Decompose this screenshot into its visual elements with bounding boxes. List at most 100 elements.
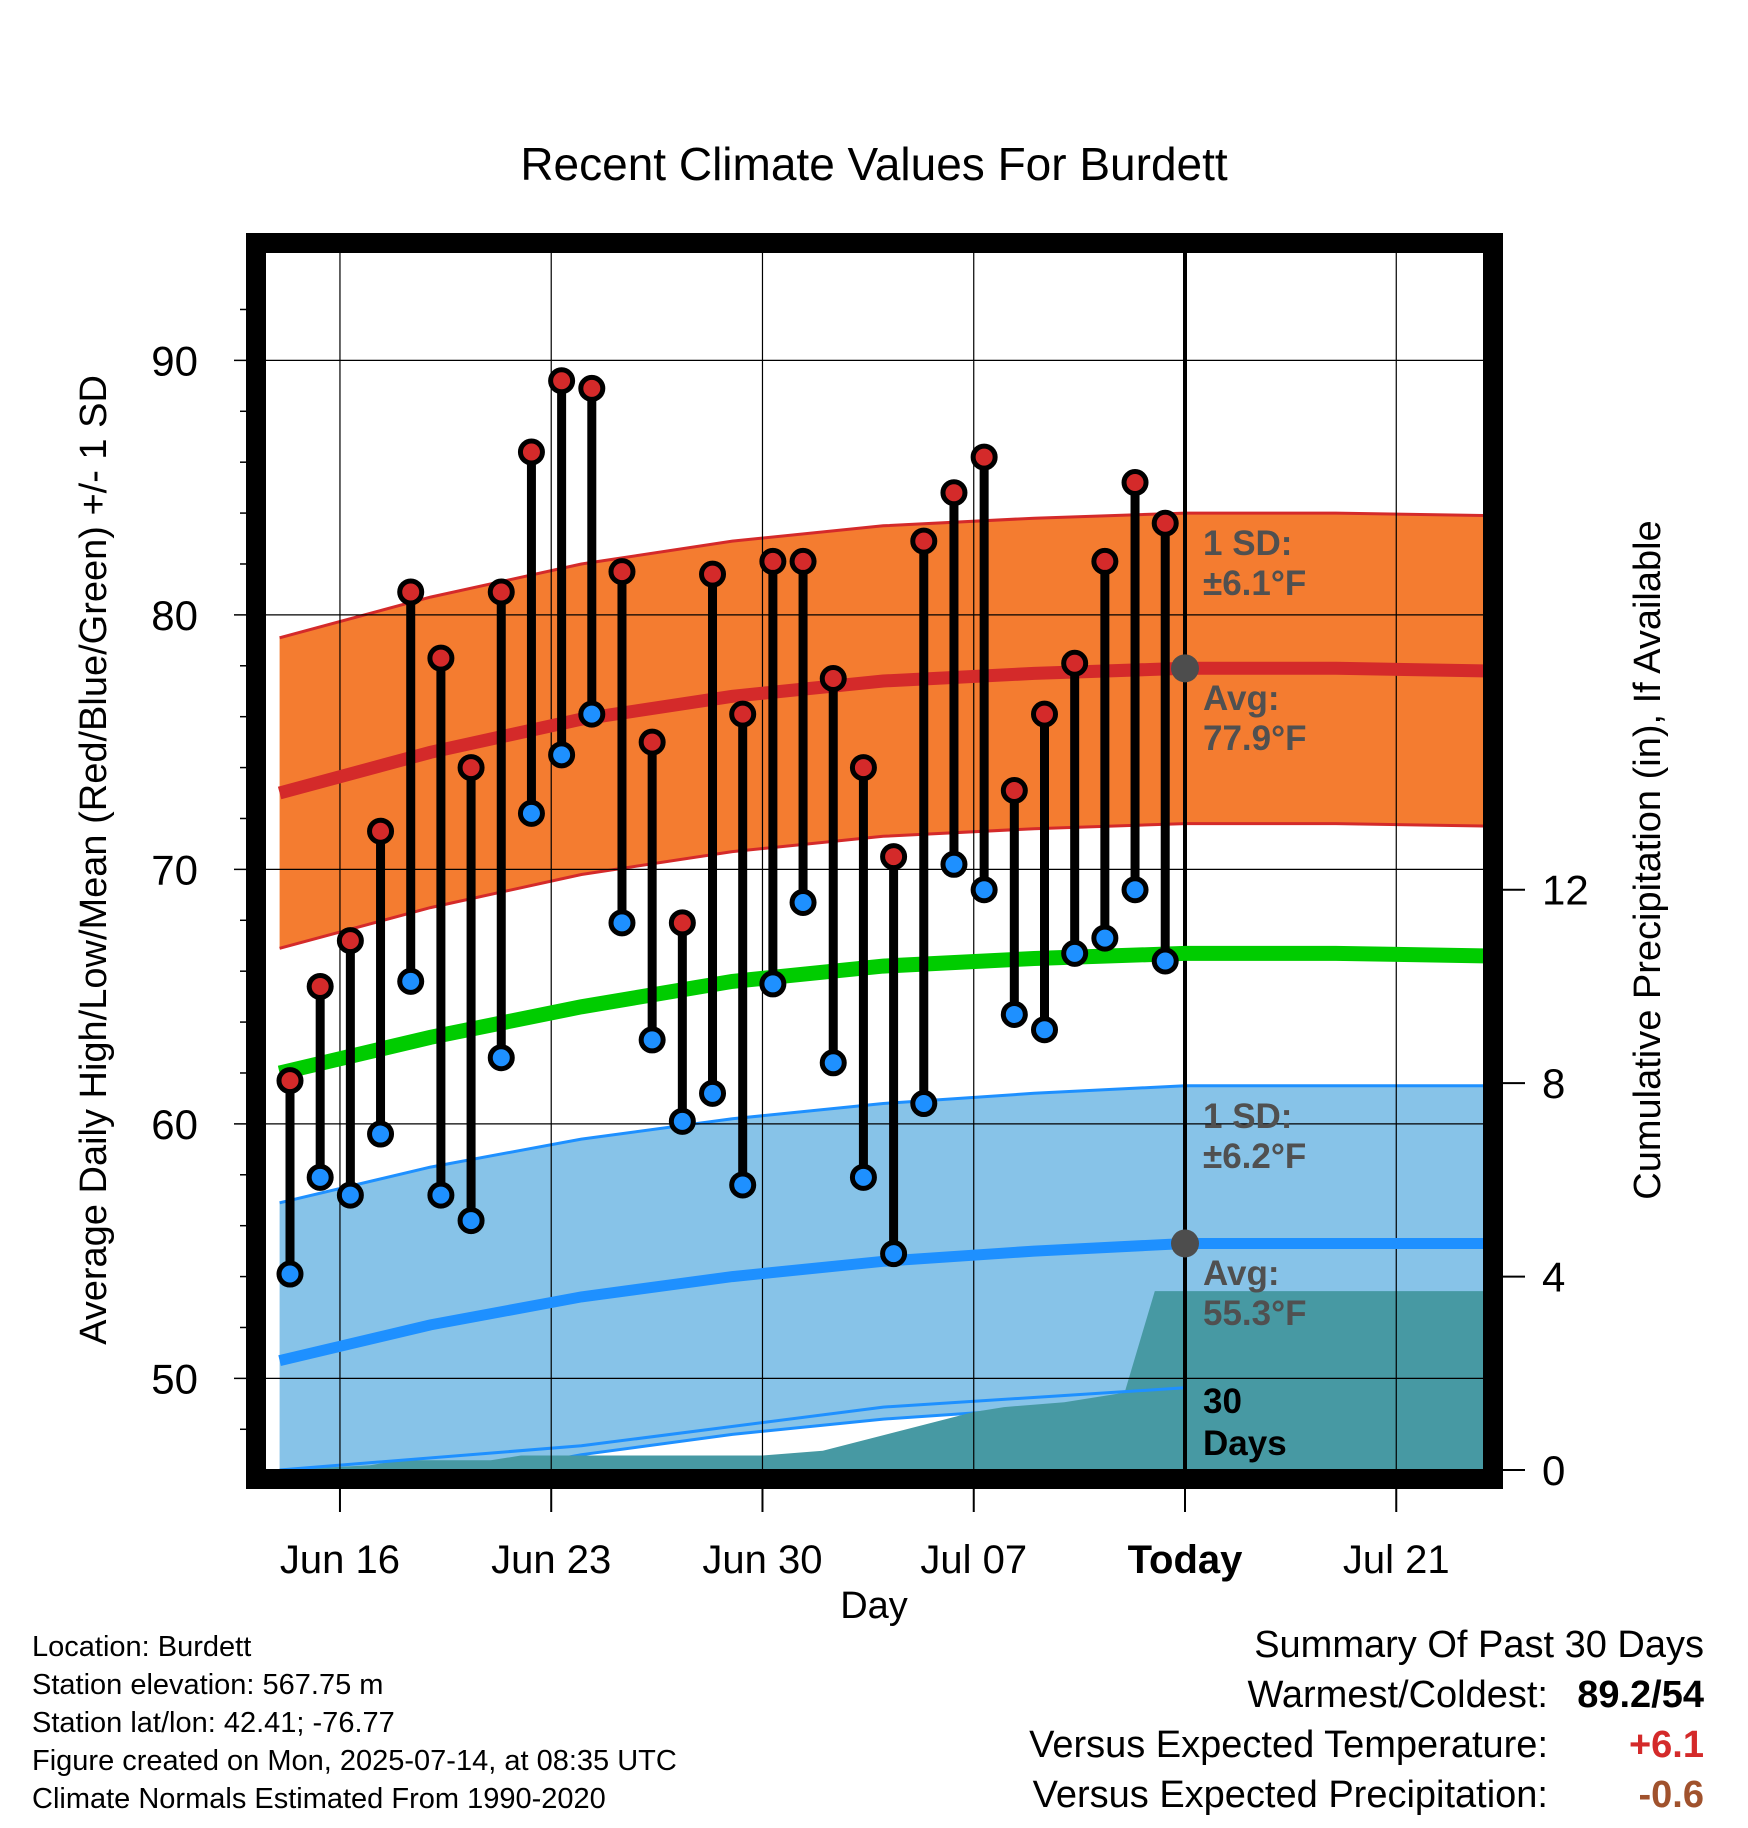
daily-low-point [517, 799, 545, 827]
daily-high-point [487, 578, 515, 606]
precip-anomaly-label: Versus Expected Precipitation: [1032, 1774, 1548, 1816]
high-avg-value: 77.9°F [1203, 719, 1307, 758]
y-tick-label-right: 8 [1542, 1060, 1565, 1107]
daily-low-point [578, 700, 606, 728]
daily-low-point [1091, 924, 1119, 952]
daily-high-point [578, 374, 606, 402]
daily-high-point [517, 438, 545, 466]
daily-high-point [306, 972, 334, 1000]
daily-low-point [880, 1240, 908, 1268]
low-sd-label: 1 SD: [1203, 1097, 1292, 1136]
daily-low-point [668, 1107, 696, 1135]
y-tick-label-right: 4 [1542, 1254, 1565, 1301]
daily-low-point [336, 1181, 364, 1209]
created-text: Figure created on Mon, 2025-07-14, at 08… [32, 1745, 677, 1777]
y-tick-label-right: 0 [1542, 1447, 1565, 1494]
y-axis-label-left: Average Daily High/Low/Mean (Red/Blue/Gr… [73, 375, 115, 1345]
daily-low-point [1000, 1000, 1028, 1028]
low-avg-label: Avg: [1203, 1254, 1279, 1293]
warm-cold-row: Warmest/Coldest: 89.2/54 [1029, 1670, 1704, 1720]
y-axis-label-right: Cumulative Precipitation (in), If Availa… [1627, 520, 1669, 1199]
x-tick-label: Jun 16 [280, 1538, 400, 1582]
daily-high-point [1091, 547, 1119, 575]
warm-cold-value: 89.2/54 [1577, 1674, 1704, 1716]
x-tick-label: Jun 30 [702, 1538, 822, 1582]
low-sd-band-upper-edge [279, 1084, 1483, 1205]
high-avg-label: Avg: [1203, 679, 1279, 718]
daily-low-point [457, 1207, 485, 1235]
y-tick-label-left: 90 [151, 337, 198, 384]
high-sd-band-lower-edge [279, 822, 1483, 950]
plot-frame [246, 233, 1503, 1489]
x-tick-label: Jul 07 [920, 1538, 1027, 1582]
daily-high-point [1121, 469, 1149, 497]
daily-high-point [336, 927, 364, 955]
daily-low-point [367, 1120, 395, 1148]
daily-low-point [487, 1044, 515, 1072]
daily-high-point [427, 644, 455, 672]
y-tick-label-left: 70 [151, 846, 198, 893]
daily-low-point [759, 970, 787, 998]
daily-low-point [729, 1171, 757, 1199]
daily-low-point [427, 1181, 455, 1209]
daily-high-point [970, 443, 998, 471]
daily-high-point [457, 754, 485, 782]
today-low-avg-marker [1171, 1229, 1199, 1258]
temp-anomaly-value: +6.1 [1628, 1724, 1704, 1766]
daily-low-point [1061, 939, 1089, 967]
daily-high-point [1000, 776, 1028, 804]
daily-low-point [699, 1079, 727, 1107]
x-tick-label: Jun 23 [491, 1538, 611, 1582]
daily-high-point [789, 547, 817, 575]
daily-high-point [1151, 509, 1179, 537]
chart-title: Recent Climate Values For Burdett [520, 138, 1228, 190]
station-info: Location: Burdett Station elevation: 567… [32, 1628, 677, 1818]
window-unit: Days [1203, 1424, 1287, 1463]
daily-high-point [367, 817, 395, 845]
y-tick-label-left: 50 [151, 1355, 198, 1402]
y-tick-label-left: 80 [151, 592, 198, 639]
daily-high-point [880, 843, 908, 871]
daily-high-point [819, 665, 847, 693]
daily-low-point [1151, 947, 1179, 975]
high-sd-value: ±6.1°F [1203, 564, 1306, 603]
daily-high-point [548, 367, 576, 395]
summary-title: Summary Of Past 30 Days [1254, 1624, 1704, 1666]
daily-high-point [397, 578, 425, 606]
today-high-avg-marker [1171, 654, 1199, 683]
location-text: Location: Burdett [32, 1631, 252, 1663]
window-count: 30 [1203, 1382, 1242, 1421]
daily-high-point [638, 728, 666, 756]
daily-low-point [548, 741, 576, 769]
daily-high-point [1031, 700, 1058, 728]
latlon-text: Station lat/lon: 42.41; -76.77 [32, 1707, 395, 1739]
daily-low-point [1121, 876, 1149, 904]
elevation-text: Station elevation: 567.75 m [32, 1669, 384, 1701]
daily-low-point [819, 1049, 847, 1077]
precip-normal-line [279, 1386, 1186, 1469]
high-sd-band [279, 513, 1483, 949]
warm-cold-label: Warmest/Coldest: [1247, 1674, 1548, 1716]
x-tick-label: Today [1128, 1538, 1244, 1582]
high-sd-label: 1 SD: [1203, 524, 1292, 563]
daily-low-point [306, 1163, 334, 1191]
x-tick-label: Jul 21 [1343, 1538, 1450, 1582]
normals-text: Climate Normals Estimated From 1990-2020 [32, 1783, 606, 1815]
daily-high-point [759, 547, 787, 575]
daily-high-point [729, 700, 757, 728]
daily-low-point [970, 876, 998, 904]
summary-panel: Summary Of Past 30 Days Warmest/Coldest:… [1029, 1620, 1704, 1820]
y-tick-label-right: 12 [1542, 867, 1589, 914]
daily-low-point [849, 1163, 877, 1191]
low-sd-value: ±6.2°F [1203, 1137, 1306, 1176]
daily-high-point [668, 909, 696, 937]
daily-low-point [789, 888, 817, 916]
low-avg-value: 55.3°F [1203, 1294, 1307, 1333]
daily-low-point [397, 967, 425, 995]
normal-mean-line [277, 945, 1483, 1081]
daily-low-point [638, 1026, 666, 1054]
high-sd-band-upper-edge [279, 511, 1483, 640]
daily-low-point [910, 1090, 938, 1118]
daily-low-point [940, 850, 968, 878]
